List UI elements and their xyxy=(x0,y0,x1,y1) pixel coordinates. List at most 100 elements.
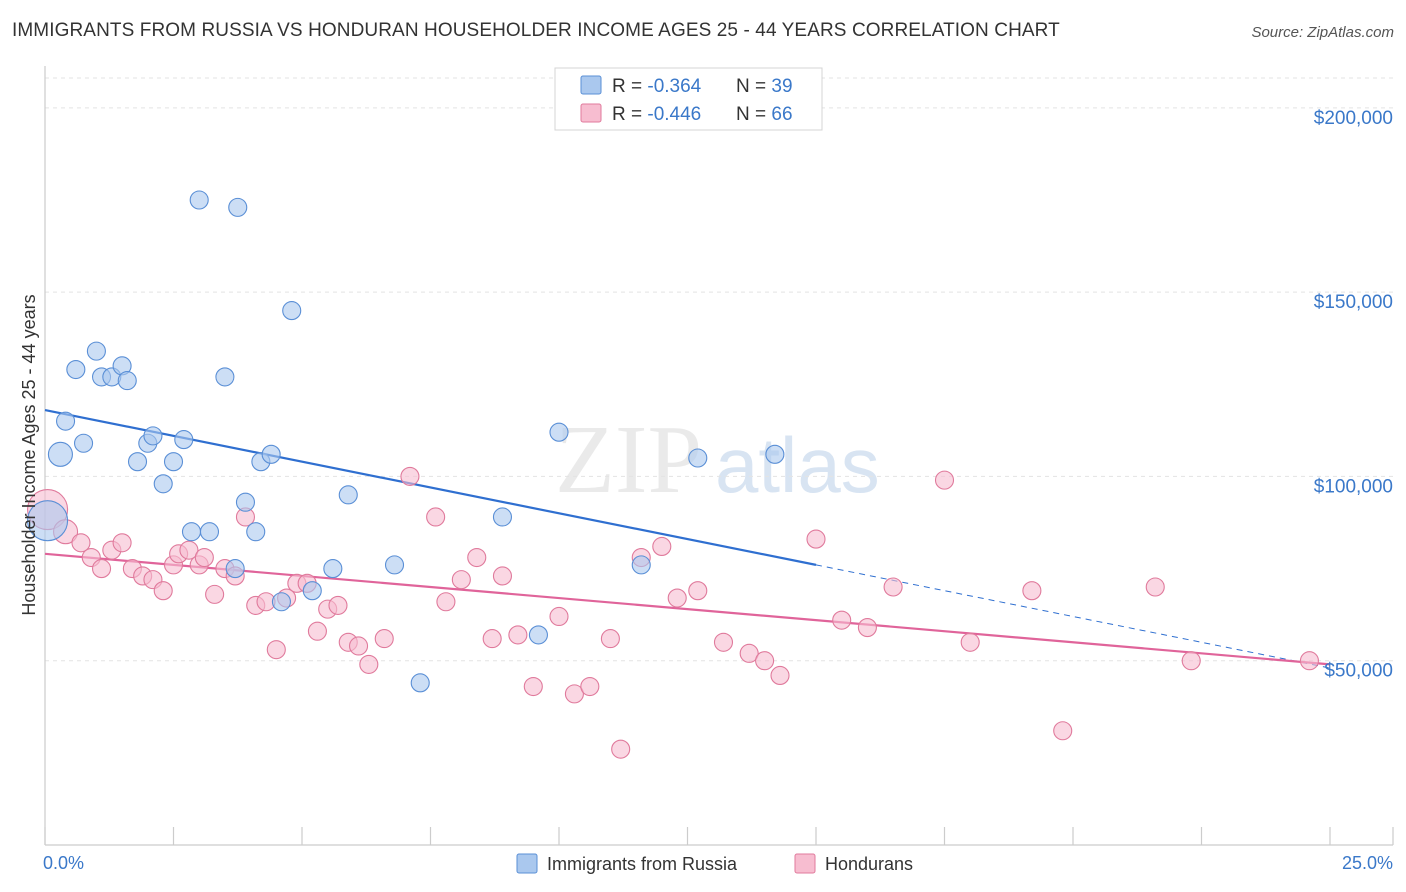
data-points xyxy=(27,190,1319,759)
stats-legend: R = -0.364 N = 39 R = -0.446 N = 66 xyxy=(554,67,823,131)
point-russia xyxy=(74,433,94,453)
point-hondurans xyxy=(112,533,132,553)
point-hondurans xyxy=(667,588,687,608)
point-russia xyxy=(246,522,266,542)
bottom-legend-label-hondurans: Hondurans xyxy=(825,854,913,874)
y-tick-label: $200,000 xyxy=(1314,108,1393,129)
point-hondurans xyxy=(739,643,759,663)
point-hondurans xyxy=(549,606,569,627)
point-russia xyxy=(86,341,106,361)
point-russia xyxy=(338,485,358,505)
point-russia xyxy=(143,426,163,446)
point-hondurans xyxy=(1299,651,1319,671)
point-hondurans xyxy=(806,529,826,549)
source-label: Source: ZipAtlas.com xyxy=(1251,24,1394,41)
point-hondurans xyxy=(153,581,173,601)
legend-r-value-2: -0.446 xyxy=(647,104,701,125)
y-tick-label: $150,000 xyxy=(1314,292,1393,313)
legend-r-label-1: R = xyxy=(612,76,647,97)
point-hondurans xyxy=(688,581,708,601)
svg-text:N = 39: N = 39 xyxy=(736,76,793,97)
point-russia xyxy=(215,367,235,387)
point-hondurans xyxy=(328,595,348,615)
point-hondurans xyxy=(1145,577,1165,597)
series-legend: Immigrants from Russia Hondurans xyxy=(516,853,913,874)
legend-swatch-russia xyxy=(580,75,602,95)
point-hondurans xyxy=(580,676,600,697)
point-hondurans xyxy=(832,610,852,630)
watermark-atlas: atlas xyxy=(715,421,880,509)
point-russia xyxy=(181,522,202,542)
x-tick-label-min: 0.0% xyxy=(43,853,84,873)
point-russia xyxy=(235,492,256,512)
point-russia xyxy=(282,301,302,321)
point-hondurans xyxy=(348,636,369,656)
point-russia xyxy=(199,522,220,542)
y-axis-title: Householder Income Ages 25 - 44 years xyxy=(19,294,39,615)
svg-text:R = -0.446: R = -0.446 xyxy=(612,104,701,125)
point-russia xyxy=(127,452,148,472)
point-hondurans xyxy=(934,470,955,490)
point-hondurans xyxy=(564,684,584,704)
point-russia xyxy=(163,452,184,472)
point-hondurans xyxy=(451,570,471,590)
point-russia xyxy=(410,673,430,693)
svg-text:R = -0.364: R = -0.364 xyxy=(612,76,702,97)
point-hondurans xyxy=(883,577,903,597)
point-hondurans xyxy=(755,651,775,671)
y-tick-labels: $50,000 $100,000 $150,000 $200,000 xyxy=(1314,108,1393,682)
point-hondurans xyxy=(374,629,394,649)
point-russia xyxy=(117,371,137,391)
point-russia xyxy=(228,197,248,217)
point-russia xyxy=(631,555,651,575)
point-hondurans xyxy=(857,617,877,638)
legend-n-value-2: 66 xyxy=(771,104,792,125)
bottom-legend-label-russia: Immigrants from Russia xyxy=(547,854,738,874)
point-russia xyxy=(66,359,86,380)
legend-n-label-1: N = xyxy=(736,76,771,97)
point-hondurans xyxy=(359,654,379,674)
point-hondurans xyxy=(1181,651,1201,671)
point-russia xyxy=(56,411,76,431)
x-tick-label-max: 25.0% xyxy=(1342,853,1393,873)
trend-line-hondurans xyxy=(44,552,1331,666)
point-hondurans xyxy=(713,632,734,652)
point-hondurans xyxy=(482,629,502,649)
legend-r-value-1: -0.364 xyxy=(647,76,701,97)
point-hondurans xyxy=(426,507,446,527)
point-hondurans xyxy=(492,566,513,586)
point-hondurans xyxy=(600,629,620,649)
point-hondurans xyxy=(770,665,790,686)
bottom-legend-swatch-hondurans xyxy=(794,853,816,874)
point-hondurans xyxy=(467,547,487,568)
trend-lines xyxy=(44,409,1331,669)
point-hondurans xyxy=(71,533,91,553)
point-hondurans xyxy=(179,540,199,560)
point-russia xyxy=(492,507,513,527)
point-hondurans xyxy=(205,584,225,604)
y-tick-label: $50,000 xyxy=(1324,661,1393,682)
point-russia xyxy=(189,190,209,210)
point-russia xyxy=(384,555,405,575)
point-russia xyxy=(271,592,291,612)
point-hondurans xyxy=(307,621,327,641)
trend-line-russia xyxy=(44,409,817,566)
point-russia xyxy=(27,500,69,542)
point-russia xyxy=(302,581,322,601)
legend-n-value-1: 39 xyxy=(771,76,792,97)
point-russia xyxy=(549,422,569,442)
chart-title: IMMIGRANTS FROM RUSSIA VS HONDURAN HOUSE… xyxy=(12,20,1060,41)
point-hondurans xyxy=(523,676,543,697)
point-russia xyxy=(47,441,73,467)
point-hondurans xyxy=(508,625,528,645)
point-hondurans xyxy=(91,559,112,579)
svg-text:N = 66: N = 66 xyxy=(736,104,793,125)
legend-n-label-2: N = xyxy=(736,104,771,125)
point-russia xyxy=(765,444,785,464)
y-tick-label: $100,000 xyxy=(1314,476,1393,497)
point-russia xyxy=(153,474,173,494)
point-hondurans xyxy=(400,466,420,486)
point-russia xyxy=(323,559,343,579)
bottom-legend-swatch-russia xyxy=(516,853,538,874)
